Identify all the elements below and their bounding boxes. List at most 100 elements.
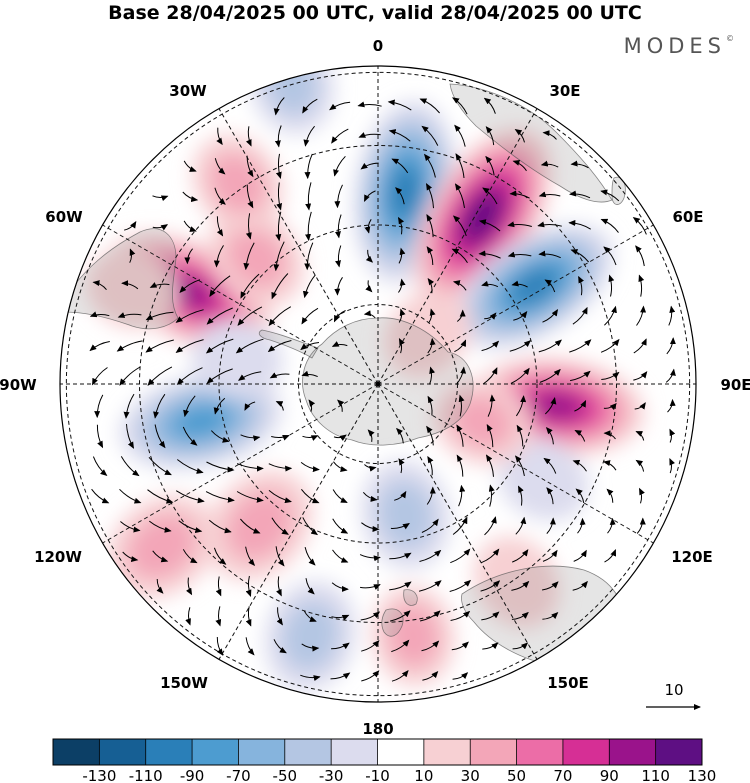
colorbar-tick-label: -90 bbox=[180, 767, 205, 783]
wind-arrow bbox=[332, 489, 348, 503]
wind-arrow bbox=[92, 367, 108, 386]
wind-arrow bbox=[305, 182, 312, 211]
wind-arrow bbox=[481, 280, 499, 288]
wind-arrow bbox=[488, 484, 495, 507]
anomaly-level bbox=[165, 275, 214, 309]
wind-arrow bbox=[236, 463, 264, 472]
wind-arrow bbox=[216, 636, 224, 656]
wind-arrow bbox=[514, 455, 525, 476]
wind-arrow bbox=[542, 549, 558, 562]
map-title: Base 28/04/2025 00 UTC, valid 28/04/2025… bbox=[108, 2, 642, 24]
wind-arrow bbox=[275, 211, 282, 242]
anomaly-level bbox=[533, 392, 583, 420]
wind-arrow bbox=[119, 488, 142, 504]
antarctic-peninsula bbox=[258, 329, 319, 359]
anomaly-level bbox=[282, 601, 339, 670]
wind-arrow bbox=[390, 523, 410, 530]
wind-arrow bbox=[206, 307, 233, 325]
wind-arrow bbox=[153, 393, 166, 419]
wind-arrow bbox=[89, 311, 110, 318]
meridian-line bbox=[102, 383, 379, 544]
anomaly-level bbox=[511, 268, 557, 304]
wind-arrow bbox=[452, 280, 467, 291]
wind-arrow bbox=[206, 368, 233, 384]
wind-arrow bbox=[389, 610, 411, 622]
meridian-line bbox=[377, 383, 654, 544]
wind-arrow bbox=[183, 395, 196, 418]
meridian-line bbox=[102, 224, 379, 385]
wind-arrow bbox=[300, 674, 321, 682]
longitude-labels: 0 30E 60E 90E 120E 150E 180 150W 120W 90… bbox=[0, 37, 750, 738]
wind-arrow bbox=[482, 642, 499, 650]
label-lon-120e: 120E bbox=[671, 548, 713, 566]
label-lon-90e: 90E bbox=[720, 376, 750, 394]
meridian-line bbox=[218, 108, 379, 385]
wind-arrow bbox=[421, 125, 439, 146]
colorbar-swatch bbox=[377, 739, 425, 765]
wind-arrow bbox=[514, 129, 525, 143]
wind-arrow bbox=[120, 521, 141, 533]
wind-arrow bbox=[398, 247, 406, 264]
wind-arrow bbox=[209, 275, 231, 298]
wind-arrow bbox=[449, 579, 472, 592]
wind-arrow bbox=[426, 246, 434, 266]
wind-arrow bbox=[240, 434, 261, 442]
wind-arrow bbox=[333, 155, 346, 177]
wind-arrow bbox=[542, 130, 557, 140]
wind-arrow bbox=[332, 461, 348, 472]
label-lon-0: 0 bbox=[373, 37, 383, 55]
wind-arrow bbox=[429, 366, 436, 385]
wind-arrow bbox=[483, 97, 496, 114]
wind-arrow bbox=[365, 249, 374, 263]
wind-arrow bbox=[333, 434, 347, 441]
wind-arrow bbox=[513, 311, 528, 321]
wind-arrow bbox=[389, 552, 412, 560]
wind-arrow bbox=[145, 339, 174, 353]
wind-arrow bbox=[603, 460, 617, 471]
colorbar-tick-label: -10 bbox=[365, 767, 390, 783]
wind-arrow bbox=[331, 614, 350, 621]
wind-arrow bbox=[210, 430, 230, 443]
wind-arrow bbox=[575, 488, 585, 503]
wind-arrow bbox=[183, 220, 197, 232]
label-lon-180: 180 bbox=[362, 720, 393, 738]
wind-arrow bbox=[205, 338, 234, 354]
colorbar-tick-label: 10 bbox=[414, 767, 433, 783]
wind-arrow bbox=[175, 309, 204, 323]
wind-arrow bbox=[398, 216, 405, 235]
wind-arrow bbox=[92, 456, 108, 477]
anomaly-level bbox=[86, 249, 177, 330]
wind-arrow bbox=[427, 337, 436, 354]
wind-arrow bbox=[426, 425, 434, 446]
wind-arrow bbox=[452, 516, 468, 535]
wind-arrow bbox=[183, 160, 197, 172]
colorbar-tick-label: 50 bbox=[507, 767, 526, 783]
wind-arrow bbox=[182, 549, 198, 564]
wind-arrow bbox=[245, 213, 252, 240]
wind-arrow bbox=[481, 340, 500, 352]
wind-arrow bbox=[454, 339, 467, 353]
wind-arrow bbox=[333, 310, 346, 323]
wind-arrow bbox=[388, 129, 411, 142]
wind-arrow bbox=[365, 280, 373, 293]
wind-arrow bbox=[570, 160, 589, 169]
wind-arrow bbox=[426, 183, 434, 209]
wind-arrow bbox=[600, 218, 619, 233]
colorbar-tick-label: 70 bbox=[553, 767, 572, 783]
wind-arrow bbox=[486, 424, 494, 448]
wind-arrow bbox=[455, 153, 465, 179]
wind-arrow bbox=[636, 305, 647, 326]
wind-arrow bbox=[507, 221, 532, 228]
wind-arrow bbox=[237, 371, 262, 381]
wind-arrow bbox=[478, 250, 501, 259]
anomaly-level bbox=[465, 195, 500, 239]
wind-arrow bbox=[182, 426, 198, 446]
colorbar-swatch bbox=[192, 739, 239, 765]
wind-arrow bbox=[480, 580, 501, 592]
wind-arrow bbox=[511, 280, 528, 288]
wind-arrow bbox=[332, 518, 349, 534]
wind-arrow bbox=[245, 126, 252, 147]
anomaly-level bbox=[226, 491, 293, 560]
wind-arrow bbox=[569, 190, 591, 199]
colorbar: -130 -110 -90 -70 -50 -30 -10 10 30 50 70 90 110 130 bbox=[52, 738, 716, 783]
